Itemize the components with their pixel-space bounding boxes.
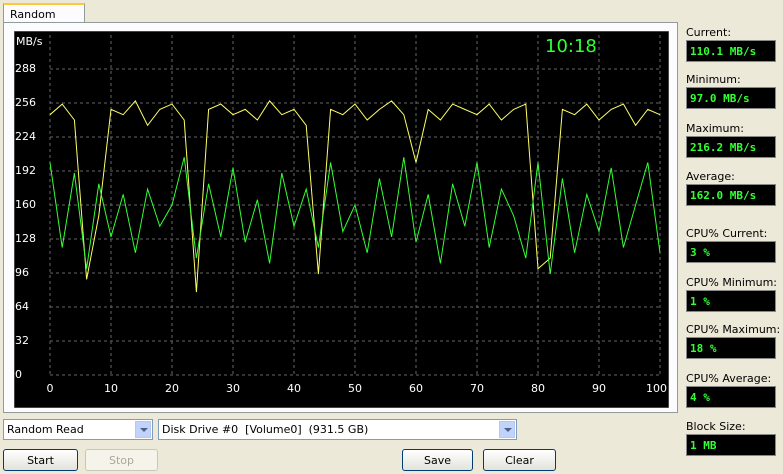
y-tick-label: 96 xyxy=(15,266,29,279)
x-tick-label: 80 xyxy=(531,382,545,395)
data-line xyxy=(49,157,661,275)
stat-label: Minimum: xyxy=(686,73,741,86)
x-tick-label: 50 xyxy=(348,382,362,395)
stat-value: 1 % xyxy=(686,290,776,312)
stat-label: Block Size: xyxy=(686,420,746,433)
data-line xyxy=(49,99,661,293)
dropdown-arrow[interactable] xyxy=(135,421,151,438)
y-tick-label: 32 xyxy=(15,334,29,347)
x-tick-label: 40 xyxy=(287,382,301,395)
select-text: Disk Drive #0 [Volume0] (931.5 GB) xyxy=(162,423,369,436)
stat-value: 162.0 MB/s xyxy=(686,184,776,206)
y-tick-label: 288 xyxy=(15,62,36,75)
x-tick-label: 30 xyxy=(226,382,240,395)
x-tick-label: 20 xyxy=(165,382,179,395)
stat-label: CPU% Minimum: xyxy=(686,276,777,289)
x-tick-label: 90 xyxy=(592,382,606,395)
save-button[interactable]: Save xyxy=(402,449,473,471)
stat-label: CPU% Average: xyxy=(686,372,772,385)
stat-value: 3 % xyxy=(686,241,776,263)
start-button[interactable]: Start xyxy=(3,449,78,471)
stat-value: 1 MB xyxy=(686,434,776,456)
y-axis-label: MB/s xyxy=(16,35,43,48)
stat-value: 97.0 MB/s xyxy=(686,87,776,109)
tab[interactable]: Random Read xyxy=(3,3,85,34)
stat-label: Maximum: xyxy=(686,122,744,135)
stop-button: Stop xyxy=(85,449,158,471)
y-tick-label: 64 xyxy=(15,300,29,313)
x-tick-label: 60 xyxy=(409,382,423,395)
chart-background xyxy=(14,31,669,408)
elapsed-time: 10:18 xyxy=(545,36,597,57)
x-tick-label: 100 % xyxy=(646,382,669,395)
stat-label: Current: xyxy=(686,26,732,39)
y-tick-label: 192 xyxy=(15,164,36,177)
x-tick-label: 70 xyxy=(470,382,484,395)
test-select[interactable]: Random Read xyxy=(3,419,153,440)
y-tick-label: 224 xyxy=(15,130,36,143)
chart: MB/s 10:18 0 32 64 96 128 160 192 224 256 288 0 10 2… xyxy=(14,31,669,408)
y-tick-label: 160 xyxy=(15,198,36,211)
y-tick-label: 0 xyxy=(15,368,22,381)
dropdown-arrow[interactable] xyxy=(499,421,515,438)
stat-label: Average: xyxy=(686,170,735,183)
drive-select[interactable]: Disk Drive #0 [Volume0] (931.5 GB) xyxy=(158,419,517,440)
stat-value: 18 % xyxy=(686,337,776,359)
select-text: Random Read xyxy=(7,423,84,436)
stat-value: 110.1 MB/s xyxy=(686,40,776,62)
stat-label: CPU% Maximum: xyxy=(686,323,781,336)
stat-label: CPU% Current: xyxy=(686,227,768,240)
x-tick-label: 10 xyxy=(104,382,118,395)
y-tick-label: 128 xyxy=(15,232,36,245)
stat-value: 4 % xyxy=(686,386,776,408)
x-tick-label: 0 xyxy=(47,382,54,395)
y-tick-label: 256 xyxy=(15,96,36,109)
clear-button[interactable]: Clear xyxy=(483,449,556,471)
stat-value: 216.2 MB/s xyxy=(686,136,776,158)
